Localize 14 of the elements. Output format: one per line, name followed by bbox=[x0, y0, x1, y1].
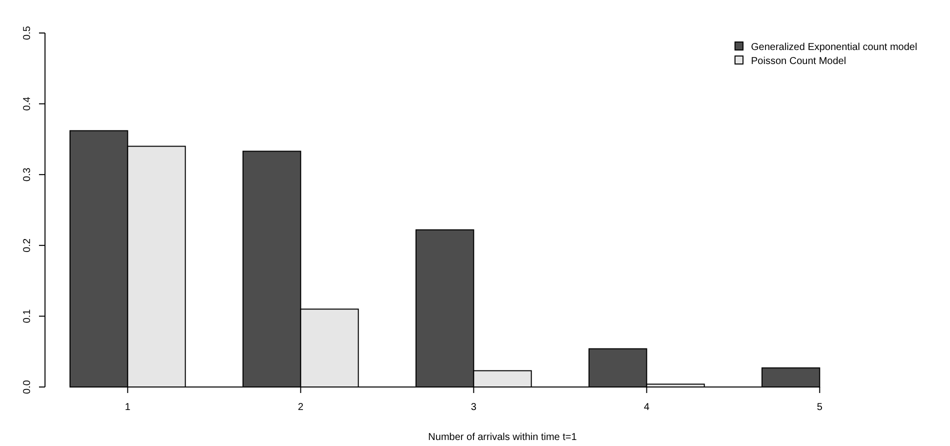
y-tick-label: 0.0 bbox=[22, 380, 33, 394]
y-tick-label: 0.4 bbox=[22, 96, 33, 111]
legend-label: Generalized Exponential count model bbox=[751, 42, 918, 53]
y-tick-label: 0.5 bbox=[22, 26, 33, 40]
x-tick-label: 4 bbox=[644, 402, 650, 413]
y-tick-label: 0.3 bbox=[22, 167, 33, 182]
x-tick-label: 3 bbox=[470, 402, 477, 413]
x-tick-label: 1 bbox=[124, 402, 131, 413]
x-tick-label: 2 bbox=[298, 402, 304, 413]
y-tick-label: 0.1 bbox=[22, 308, 33, 324]
x-axis-title: Number of arrivals within time t=1 bbox=[428, 432, 578, 443]
x-tick-label: 5 bbox=[816, 402, 823, 413]
legend-label: Poisson Count Model bbox=[751, 56, 846, 67]
y-tick-label: 0.2 bbox=[22, 238, 33, 252]
